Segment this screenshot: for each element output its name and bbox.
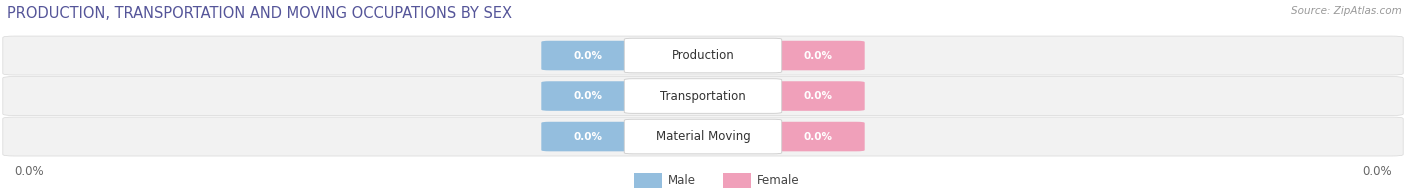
FancyBboxPatch shape: [634, 173, 662, 188]
Text: Transportation: Transportation: [661, 90, 745, 103]
FancyBboxPatch shape: [541, 122, 636, 151]
FancyBboxPatch shape: [723, 173, 751, 188]
Text: 0.0%: 0.0%: [574, 91, 603, 101]
Text: Source: ZipAtlas.com: Source: ZipAtlas.com: [1291, 6, 1402, 16]
Text: 0.0%: 0.0%: [803, 91, 832, 101]
Text: 0.0%: 0.0%: [803, 51, 832, 61]
FancyBboxPatch shape: [3, 77, 1403, 115]
FancyBboxPatch shape: [770, 41, 865, 70]
FancyBboxPatch shape: [624, 79, 782, 113]
Text: PRODUCTION, TRANSPORTATION AND MOVING OCCUPATIONS BY SEX: PRODUCTION, TRANSPORTATION AND MOVING OC…: [7, 6, 512, 21]
FancyBboxPatch shape: [541, 41, 636, 70]
Text: 0.0%: 0.0%: [574, 51, 603, 61]
Text: Female: Female: [756, 174, 799, 187]
FancyBboxPatch shape: [624, 38, 782, 73]
Text: 0.0%: 0.0%: [803, 132, 832, 142]
Text: Material Moving: Material Moving: [655, 130, 751, 143]
Text: Male: Male: [668, 174, 696, 187]
FancyBboxPatch shape: [770, 122, 865, 151]
Text: 0.0%: 0.0%: [574, 132, 603, 142]
Text: Production: Production: [672, 49, 734, 62]
FancyBboxPatch shape: [3, 36, 1403, 75]
FancyBboxPatch shape: [624, 119, 782, 154]
FancyBboxPatch shape: [770, 81, 865, 111]
Text: 0.0%: 0.0%: [1362, 165, 1392, 178]
FancyBboxPatch shape: [541, 81, 636, 111]
FancyBboxPatch shape: [3, 117, 1403, 156]
Text: 0.0%: 0.0%: [14, 165, 44, 178]
